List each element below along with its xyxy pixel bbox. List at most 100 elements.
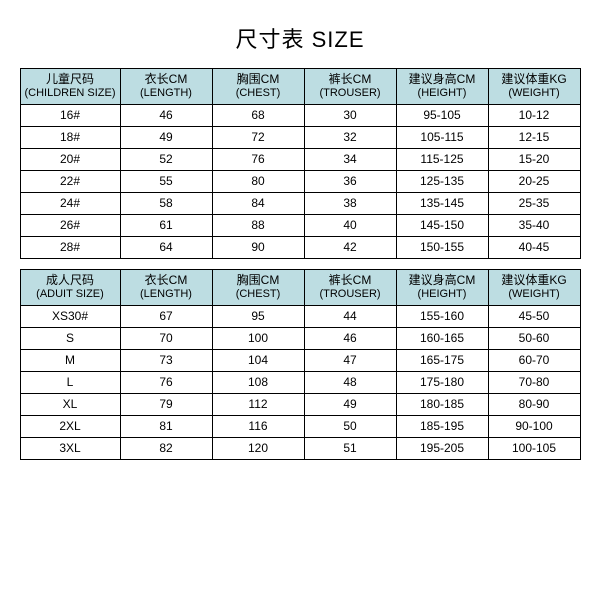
table-cell: 46 <box>304 327 396 349</box>
table-cell: 36 <box>304 170 396 192</box>
table-cell: 150-155 <box>396 236 488 258</box>
table-cell: 18# <box>20 126 120 148</box>
table-cell: 48 <box>304 371 396 393</box>
table-cell: 108 <box>212 371 304 393</box>
table-cell: 100 <box>212 327 304 349</box>
table-cell: 64 <box>120 236 212 258</box>
table-cell: 81 <box>120 415 212 437</box>
col-header: 建议体重KG(WEIGHT) <box>488 69 580 105</box>
table-cell: 3XL <box>20 437 120 459</box>
col-header: 裤长CM(TROUSER) <box>304 69 396 105</box>
table-cell: 135-145 <box>396 192 488 214</box>
table-row: 22#558036125-13520-25 <box>20 170 580 192</box>
table-cell: 28# <box>20 236 120 258</box>
table-cell: 51 <box>304 437 396 459</box>
table-cell: 20-25 <box>488 170 580 192</box>
table-cell: 80 <box>212 170 304 192</box>
table-row: S7010046160-16550-60 <box>20 327 580 349</box>
table-cell: M <box>20 349 120 371</box>
table-cell: 120 <box>212 437 304 459</box>
table-cell: 40 <box>304 214 396 236</box>
table-cell: 180-185 <box>396 393 488 415</box>
table-cell: 155-160 <box>396 305 488 327</box>
table-cell: 58 <box>120 192 212 214</box>
table-cell: 32 <box>304 126 396 148</box>
col-header: 成人尺码(ADUIT SIZE) <box>20 269 120 305</box>
table-cell: 49 <box>304 393 396 415</box>
table-row: XS30#679544155-16045-50 <box>20 305 580 327</box>
table-cell: XS30# <box>20 305 120 327</box>
table-cell: S <box>20 327 120 349</box>
col-header: 裤长CM(TROUSER) <box>304 269 396 305</box>
table-row: L7610848175-18070-80 <box>20 371 580 393</box>
table-cell: 195-205 <box>396 437 488 459</box>
table-cell: 82 <box>120 437 212 459</box>
table-cell: 76 <box>212 148 304 170</box>
table-row: 26#618840145-15035-40 <box>20 214 580 236</box>
table-cell: 105-115 <box>396 126 488 148</box>
table-cell: 20# <box>20 148 120 170</box>
table-cell: 40-45 <box>488 236 580 258</box>
col-header: 胸围CM(CHEST) <box>212 69 304 105</box>
table-cell: 12-15 <box>488 126 580 148</box>
col-header: 建议身高CM(HEIGHT) <box>396 269 488 305</box>
table-cell: 52 <box>120 148 212 170</box>
table-cell: 55 <box>120 170 212 192</box>
table-cell: 47 <box>304 349 396 371</box>
table-cell: 25-35 <box>488 192 580 214</box>
table-cell: 38 <box>304 192 396 214</box>
table-cell: 76 <box>120 371 212 393</box>
table-cell: 22# <box>20 170 120 192</box>
table-cell: 34 <box>304 148 396 170</box>
table-cell: 72 <box>212 126 304 148</box>
col-header: 建议体重KG(WEIGHT) <box>488 269 580 305</box>
table-cell: 88 <box>212 214 304 236</box>
table-cell: 104 <box>212 349 304 371</box>
page-title: 尺寸表 SIZE <box>235 0 364 68</box>
table-cell: 95 <box>212 305 304 327</box>
table-cell: 79 <box>120 393 212 415</box>
table-cell: 45-50 <box>488 305 580 327</box>
table-cell: 100-105 <box>488 437 580 459</box>
children-table-header: 儿童尺码(CHILDREN SIZE) 衣长CM(LENGTH) 胸围CM(CH… <box>20 69 580 105</box>
table-row: 18#497232105-11512-15 <box>20 126 580 148</box>
table-cell: 46 <box>120 104 212 126</box>
table-cell: 73 <box>120 349 212 371</box>
table-row: 24#588438135-14525-35 <box>20 192 580 214</box>
table-cell: 42 <box>304 236 396 258</box>
table-cell: 112 <box>212 393 304 415</box>
table-cell: 80-90 <box>488 393 580 415</box>
table-cell: 30 <box>304 104 396 126</box>
table-cell: 116 <box>212 415 304 437</box>
table-cell: 67 <box>120 305 212 327</box>
table-cell: 16# <box>20 104 120 126</box>
table-cell: 35-40 <box>488 214 580 236</box>
table-cell: 70 <box>120 327 212 349</box>
col-header: 建议身高CM(HEIGHT) <box>396 69 488 105</box>
table-cell: 185-195 <box>396 415 488 437</box>
table-cell: 10-12 <box>488 104 580 126</box>
table-row: 3XL8212051195-205100-105 <box>20 437 580 459</box>
table-row: M7310447165-17560-70 <box>20 349 580 371</box>
table-cell: 175-180 <box>396 371 488 393</box>
table-cell: 68 <box>212 104 304 126</box>
table-row: 16#46683095-10510-12 <box>20 104 580 126</box>
col-header: 衣长CM(LENGTH) <box>120 69 212 105</box>
table-cell: 125-135 <box>396 170 488 192</box>
table-cell: L <box>20 371 120 393</box>
table-cell: 50-60 <box>488 327 580 349</box>
col-header: 衣长CM(LENGTH) <box>120 269 212 305</box>
table-cell: 160-165 <box>396 327 488 349</box>
col-header: 胸围CM(CHEST) <box>212 269 304 305</box>
table-cell: 24# <box>20 192 120 214</box>
table-row: 20#527634115-12515-20 <box>20 148 580 170</box>
table-row: 2XL8111650185-19590-100 <box>20 415 580 437</box>
children-size-table: 儿童尺码(CHILDREN SIZE) 衣长CM(LENGTH) 胸围CM(CH… <box>20 68 581 259</box>
adult-size-table: 成人尺码(ADUIT SIZE) 衣长CM(LENGTH) 胸围CM(CHEST… <box>20 269 581 460</box>
table-cell: 84 <box>212 192 304 214</box>
table-cell: 15-20 <box>488 148 580 170</box>
table-cell: 90-100 <box>488 415 580 437</box>
table-cell: 70-80 <box>488 371 580 393</box>
table-cell: 44 <box>304 305 396 327</box>
table-cell: 50 <box>304 415 396 437</box>
